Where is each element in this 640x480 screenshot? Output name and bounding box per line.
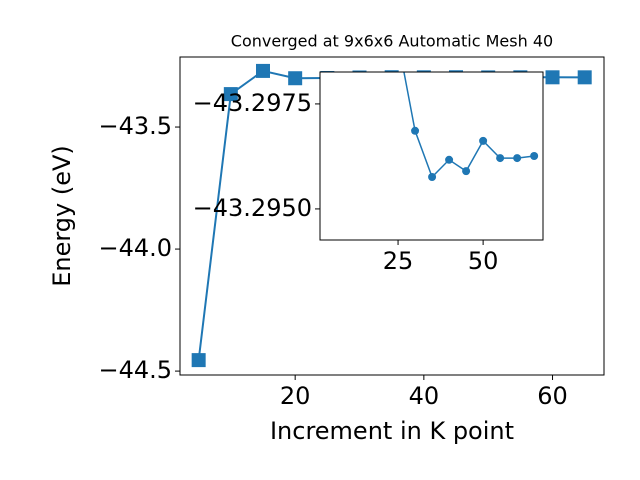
marker: [288, 71, 303, 86]
marker: [479, 136, 488, 145]
marker: [545, 70, 560, 85]
marker: [255, 63, 270, 78]
x-tick-label: 60: [537, 382, 568, 410]
y-tick-label: −43.2950: [193, 194, 312, 222]
marker: [496, 154, 505, 163]
axes-frame: [319, 71, 544, 241]
axes-frame: [179, 56, 605, 376]
inset-background: [320, 72, 543, 240]
y-tick-label: −44.5: [98, 356, 172, 384]
marker: [428, 173, 437, 181]
marker: [577, 70, 592, 85]
x-axis-label: Increment in K point: [270, 417, 514, 445]
chart-title: Converged at 9x6x6 Automatic Mesh 40: [231, 32, 553, 51]
plot-area: [403, 72, 539, 181]
y-tick-label: −44.0: [98, 234, 172, 262]
marker: [462, 167, 471, 176]
marker: [530, 152, 539, 160]
x-tick-label: 50: [468, 247, 499, 275]
y-tick-label: −43.5: [98, 112, 172, 140]
x-tick-label: 40: [409, 382, 440, 410]
marker: [445, 155, 454, 164]
y-axis-label: Energy (eV): [48, 145, 76, 287]
y-tick-label: −43.2975: [193, 89, 312, 117]
x-tick-label: 20: [280, 382, 311, 410]
marker: [513, 154, 522, 163]
marker: [191, 353, 206, 368]
marker: [223, 87, 238, 102]
x-tick-label: 25: [383, 247, 414, 275]
marker: [411, 126, 420, 135]
